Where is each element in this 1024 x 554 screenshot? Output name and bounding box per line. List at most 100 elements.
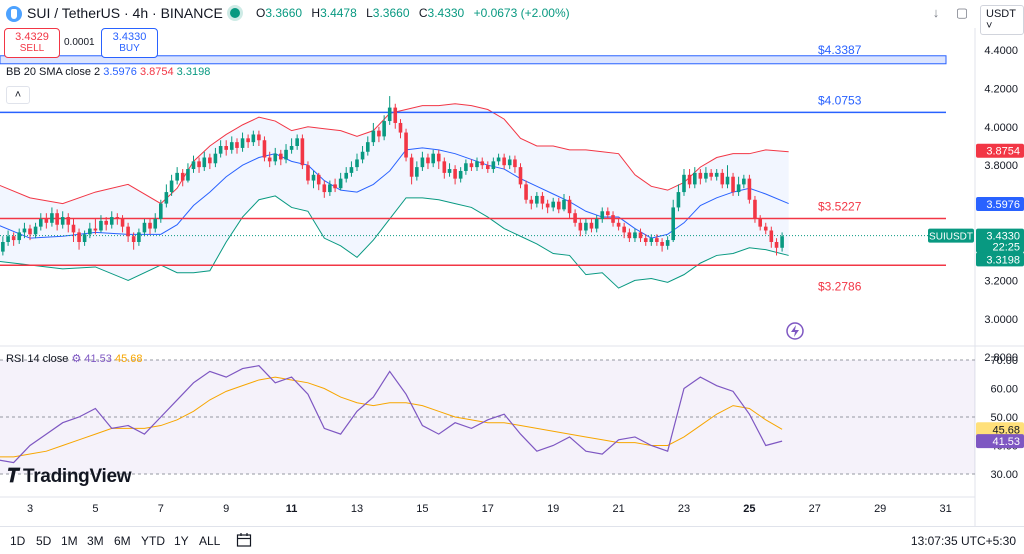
candle bbox=[164, 192, 169, 204]
last-price-tag-text: 22:25 bbox=[992, 242, 1020, 254]
date-range-icon[interactable] bbox=[236, 532, 252, 548]
candle bbox=[780, 236, 784, 248]
candle bbox=[714, 172, 719, 177]
rsi-legend[interactable]: RSI 14 close ⚙ 41.53 45.68 bbox=[6, 352, 143, 365]
price-tick-label: 3.8000 bbox=[984, 160, 1018, 172]
candle bbox=[594, 218, 599, 229]
rsi-ma-line bbox=[0, 376, 783, 458]
bb-basis-value: 3.5976 bbox=[103, 66, 137, 78]
bb-legend[interactable]: BB 20 SMA close 2 3.5976 3.8754 3.3198 bbox=[6, 66, 210, 78]
candle bbox=[502, 157, 506, 166]
candle bbox=[300, 138, 305, 166]
candle bbox=[442, 161, 447, 173]
price-tick-label: 3.2000 bbox=[984, 275, 1018, 287]
time-tick-label: 13 bbox=[351, 503, 363, 515]
candle bbox=[224, 146, 228, 150]
fullscreen-icon[interactable]: ▢ bbox=[955, 5, 969, 20]
price-tick-label: 4.4000 bbox=[984, 45, 1018, 57]
candle bbox=[643, 238, 648, 242]
candle bbox=[6, 236, 10, 242]
candle bbox=[578, 222, 583, 231]
candle bbox=[731, 176, 735, 193]
symbol-tag bbox=[928, 228, 974, 243]
candle bbox=[349, 167, 354, 173]
candle bbox=[355, 159, 359, 168]
time-tick-label: 15 bbox=[416, 503, 428, 515]
candle bbox=[616, 222, 621, 227]
sell-button[interactable]: 3.4329 SELL bbox=[4, 28, 60, 58]
candle bbox=[1, 242, 5, 252]
candle bbox=[306, 165, 310, 181]
candle bbox=[131, 236, 136, 242]
timeframe-ytd[interactable]: YTD bbox=[141, 534, 165, 548]
candle bbox=[77, 232, 81, 242]
candle bbox=[486, 165, 490, 170]
candle bbox=[404, 132, 408, 158]
rsi-ma-tag bbox=[976, 422, 1024, 437]
market-status-icon[interactable] bbox=[230, 8, 240, 18]
candle bbox=[115, 217, 120, 219]
candle bbox=[71, 224, 76, 233]
chevron-up-icon: ˄ bbox=[14, 89, 22, 101]
candle bbox=[535, 195, 539, 204]
candle bbox=[142, 222, 147, 233]
candle bbox=[562, 199, 566, 210]
candle bbox=[567, 199, 572, 214]
candle bbox=[322, 184, 327, 193]
buy-button[interactable]: 3.4330 BUY bbox=[101, 28, 158, 58]
candle bbox=[38, 218, 43, 227]
candle bbox=[126, 226, 130, 237]
spread-value: 0.0001 bbox=[64, 37, 95, 48]
candle bbox=[393, 107, 398, 123]
upper-band-tag-text: 3.8754 bbox=[986, 146, 1020, 158]
timeframe-3m[interactable]: 3M bbox=[87, 534, 104, 548]
time-tick-label: 21 bbox=[612, 503, 624, 515]
last-price-tag bbox=[976, 228, 1024, 253]
candle bbox=[453, 169, 457, 179]
timeframe-6m[interactable]: 6M bbox=[114, 534, 131, 548]
candle bbox=[137, 232, 141, 242]
level-label-2: $3.5227 bbox=[818, 199, 862, 213]
bb-fill bbox=[0, 103, 789, 289]
candle bbox=[88, 228, 92, 235]
symbol-title[interactable]: SUI / TetherUS · 4h · BINANCE bbox=[27, 5, 223, 21]
rsi-tick-label: 60.00 bbox=[990, 384, 1018, 396]
timeframe-5d[interactable]: 5D bbox=[36, 534, 52, 548]
basis-tag-text: 3.5976 bbox=[986, 199, 1020, 211]
currency-dropdown[interactable]: USDT ˅ bbox=[980, 5, 1024, 35]
candle bbox=[638, 232, 643, 239]
candle bbox=[758, 218, 762, 227]
candle bbox=[491, 161, 496, 170]
buy-price: 3.4330 bbox=[112, 31, 147, 43]
candle bbox=[698, 172, 703, 179]
candle bbox=[33, 226, 38, 235]
chevron-down-icon: ˅ bbox=[986, 20, 993, 32]
bb-lower-value: 3.3198 bbox=[176, 66, 211, 78]
candle bbox=[273, 153, 278, 162]
candle bbox=[11, 236, 16, 241]
candle bbox=[175, 172, 179, 181]
candle bbox=[17, 232, 22, 241]
time-tick-label: 23 bbox=[678, 503, 690, 515]
time-tick-label: 7 bbox=[158, 503, 164, 515]
timeframe-1m[interactable]: 1M bbox=[61, 534, 78, 548]
level-label-3: $3.2786 bbox=[818, 279, 862, 293]
candle bbox=[600, 211, 605, 219]
download-icon[interactable]: ↓ bbox=[932, 5, 940, 20]
candle bbox=[507, 159, 512, 166]
candle bbox=[529, 199, 534, 204]
candle bbox=[660, 242, 664, 246]
candle bbox=[584, 222, 588, 231]
candle bbox=[709, 172, 713, 177]
candle bbox=[627, 232, 632, 239]
time-tick-label: 17 bbox=[482, 503, 494, 515]
timeframe-1d[interactable]: 1D bbox=[10, 534, 26, 548]
timeframe-all[interactable]: ALL bbox=[199, 534, 221, 548]
collapse-indicators-button[interactable]: ˄ bbox=[6, 86, 30, 104]
candle bbox=[44, 218, 49, 223]
candle bbox=[409, 157, 414, 177]
candle bbox=[279, 153, 283, 160]
clock-readout[interactable]: 13:07:35 UTC+5:30 bbox=[910, 534, 1016, 548]
timeframe-1y[interactable]: 1Y bbox=[174, 534, 189, 548]
